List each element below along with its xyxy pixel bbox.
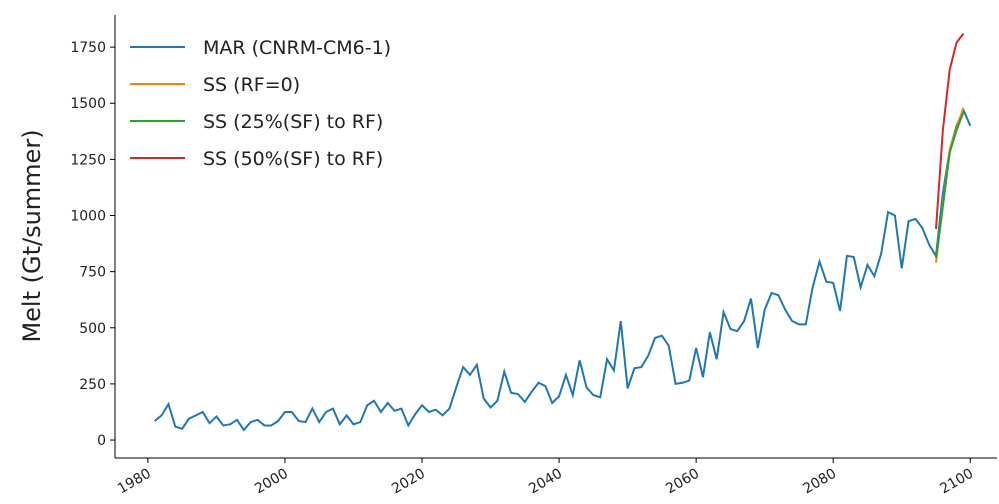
y-tick-label: 750 [79, 265, 106, 281]
y-tick-label: 1000 [70, 209, 106, 225]
legend-label: SS (50%(SF) to RF) [203, 148, 383, 170]
x-tick-label: 2060 [663, 466, 702, 498]
line [935, 111, 965, 259]
x-tick-label: 2080 [800, 466, 839, 498]
line [935, 33, 965, 230]
x-tick-label: 1980 [115, 466, 154, 498]
y-axis-label: Melt (Gt/summer) [18, 129, 46, 342]
y-tick-label: 1500 [70, 96, 106, 112]
y-tick-label: 0 [97, 433, 106, 449]
y-tick-label: 1750 [70, 40, 106, 56]
x-tick-label: 2100 [937, 466, 976, 498]
y-tick-label: 1250 [70, 152, 106, 168]
y-tick-label: 250 [79, 377, 106, 393]
legend-label: SS (RF=0) [203, 74, 300, 96]
x-tick-label: 2020 [389, 466, 428, 498]
x-tick-label: 2040 [526, 466, 565, 498]
line [154, 107, 972, 432]
legend-label: MAR (CNRM-CM6-1) [203, 37, 391, 59]
line [935, 107, 965, 263]
x-tick-label: 2000 [252, 466, 291, 498]
legend-label: SS (25%(SF) to RF) [203, 111, 383, 133]
y-tick-label: 500 [79, 321, 106, 337]
